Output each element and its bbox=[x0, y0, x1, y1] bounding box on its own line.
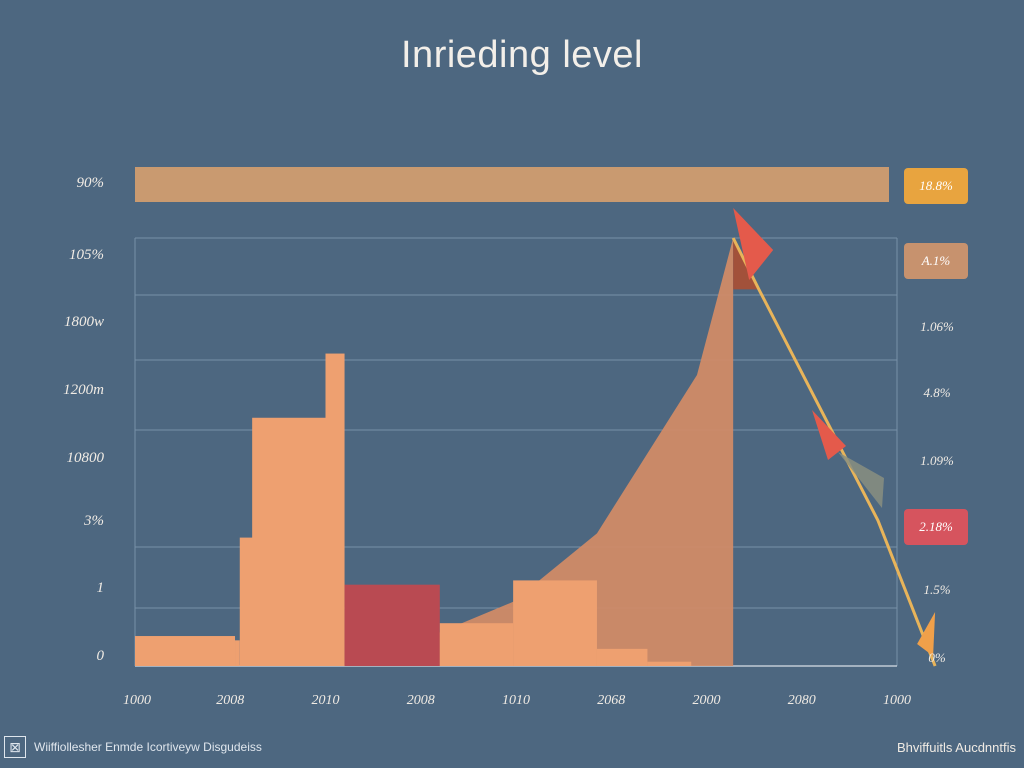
y-right-badge-5: 2.18% bbox=[904, 509, 968, 545]
x-tick-4: 1010 bbox=[502, 693, 530, 708]
y-right-badge-0: 18.8% bbox=[904, 168, 968, 204]
x-tick-0: 1000 bbox=[123, 693, 151, 708]
footer-right-text: Bhviffuitls Aucdnntfis bbox=[897, 740, 1016, 755]
y-left-tick-1: 105% bbox=[69, 247, 104, 263]
x-tick-2: 2010 bbox=[311, 693, 340, 708]
footer-left-text: Wiiffiollesher Enmde Icortiveyw Disgudei… bbox=[34, 740, 262, 754]
banner-bar bbox=[135, 167, 889, 202]
x-tick-3: 2008 bbox=[406, 693, 435, 708]
bar-9 bbox=[596, 648, 648, 666]
x-tick-6: 2000 bbox=[692, 693, 721, 708]
y-left-tick-2: 1800w bbox=[63, 314, 104, 330]
y-left-tick-7: 0 bbox=[96, 648, 105, 664]
bar-8 bbox=[513, 580, 597, 666]
trend-end-arrow bbox=[917, 612, 936, 656]
bar-4 bbox=[252, 417, 326, 666]
bar-1 bbox=[135, 636, 236, 666]
area-series bbox=[344, 238, 734, 666]
bar-5 bbox=[325, 353, 345, 666]
x-tick-7: 2080 bbox=[787, 693, 816, 708]
y-left-tick-3: 1200m bbox=[63, 382, 104, 398]
x-tick-8: 1000 bbox=[883, 693, 911, 708]
trend-mid-shadow bbox=[838, 452, 884, 508]
bar-2 bbox=[235, 640, 240, 666]
bar-6 bbox=[344, 584, 440, 666]
y-right-badge-1: A.1% bbox=[904, 243, 968, 279]
chart-title: Inrieding level bbox=[401, 34, 643, 76]
source-logo-icon: ⊠ bbox=[4, 736, 26, 758]
x-tick-5: 2068 bbox=[597, 693, 626, 708]
y-right-tick-6: 1.5% bbox=[923, 582, 951, 597]
x-tick-1: 2008 bbox=[216, 693, 245, 708]
y-right-tick-4: 1.09% bbox=[920, 453, 954, 468]
y-right-tick-2: 1.06% bbox=[920, 319, 954, 334]
bar-7 bbox=[439, 623, 514, 666]
trend-start-arrow bbox=[733, 208, 774, 280]
y-right-tick-3: 4.8% bbox=[923, 385, 951, 400]
y-left-tick-4: 10800 bbox=[66, 450, 105, 466]
trend-mid-marker bbox=[812, 410, 846, 460]
y-left-tick-6: 1 bbox=[96, 580, 105, 596]
y-left-tick-0: 90% bbox=[76, 175, 105, 191]
footer-left: ⊠ Wiiffiollesher Enmde Icortiveyw Disgud… bbox=[4, 734, 262, 760]
bar-10 bbox=[647, 661, 692, 666]
y-right-tick-7: 0% bbox=[928, 650, 946, 665]
y-left-tick-5: 3% bbox=[84, 513, 104, 529]
